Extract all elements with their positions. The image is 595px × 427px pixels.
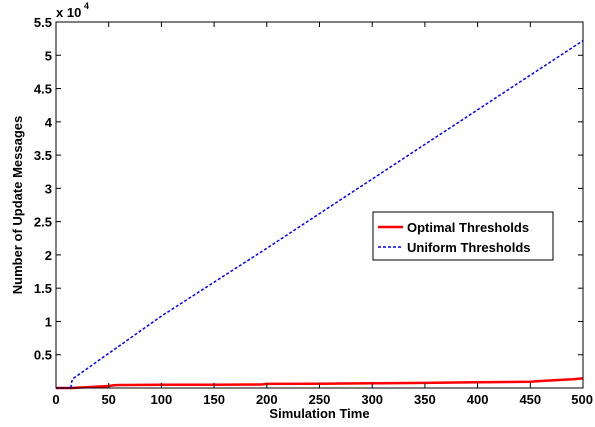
y-axis-multiplier: x 10 <box>56 5 81 20</box>
y-tick-label: 3 <box>45 181 52 196</box>
x-tick-label: 450 <box>519 392 541 407</box>
y-tick-label: 4 <box>45 115 53 130</box>
legend: Optimal Thresholds Uniform Thresholds <box>372 211 554 261</box>
legend-label-optimal: Optimal Thresholds <box>407 220 529 235</box>
y-axis-ticks: 0.5 1 1.5 2 2.5 3 3.5 4 4.5 5 5.5 <box>34 15 583 363</box>
x-tick-label: 0 <box>52 392 59 407</box>
legend-box <box>372 211 554 261</box>
x-axis-ticks: 0 50 100 150 200 250 300 350 400 450 500 <box>52 22 593 407</box>
y-tick-label: 2.5 <box>34 215 52 230</box>
y-axis-multiplier-exponent: 4 <box>84 1 89 11</box>
y-tick-label: 5.5 <box>34 15 52 30</box>
x-tick-label: 300 <box>361 392 383 407</box>
x-tick-label: 350 <box>414 392 436 407</box>
x-tick-label: 50 <box>101 392 115 407</box>
y-tick-label: 1 <box>45 314 52 329</box>
legend-label-uniform: Uniform Thresholds <box>407 240 531 255</box>
plot-frame <box>55 21 584 389</box>
y-axis-label: Number of Update Messages <box>10 116 25 294</box>
y-tick-label: 2 <box>45 248 52 263</box>
y-tick-label: 5 <box>45 48 52 63</box>
x-tick-label: 250 <box>309 392 331 407</box>
y-tick-label: 0.5 <box>34 348 52 363</box>
y-tick-label: 4.5 <box>34 82 52 97</box>
x-tick-label: 400 <box>467 392 489 407</box>
x-tick-label: 500 <box>571 392 593 407</box>
x-tick-label: 100 <box>151 392 173 407</box>
x-tick-label: 150 <box>203 392 225 407</box>
y-tick-label: 1.5 <box>34 281 52 296</box>
series-line-uniform <box>56 39 584 389</box>
y-tick-label: 3.5 <box>34 148 52 163</box>
x-axis-label: Simulation Time <box>269 406 369 421</box>
x-tick-label: 200 <box>256 392 278 407</box>
